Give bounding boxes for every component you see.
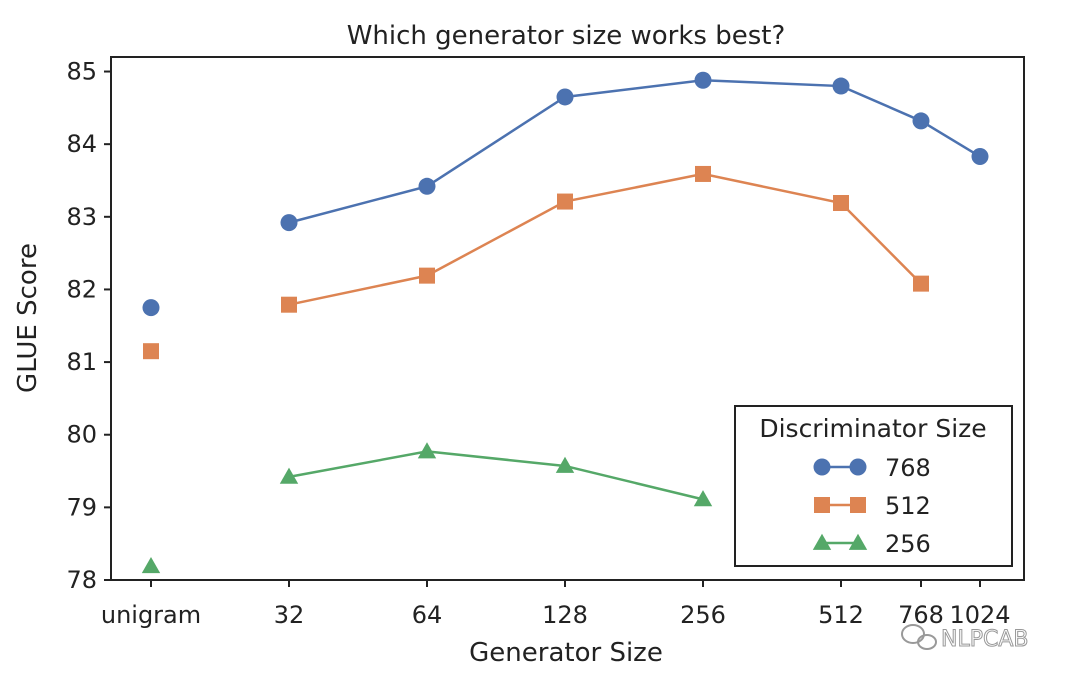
series-768 [142, 71, 989, 317]
data-point-256 [555, 456, 575, 473]
series-line-512 [288, 172, 922, 306]
y-tick-label: 79 [66, 493, 97, 521]
legend-title: Discriminator Size [759, 414, 986, 443]
x-tick-label: 1024 [949, 601, 1010, 629]
unigram-point-768 [142, 299, 160, 317]
y-tick-label: 78 [66, 566, 97, 594]
series-line-256 [288, 450, 704, 501]
chart-title: Which generator size works best? [347, 21, 786, 51]
y-axis-label: GLUE Score [13, 243, 43, 393]
x-tick-label: 512 [818, 601, 864, 629]
legend: Discriminator Size 768 512 256 [734, 405, 1013, 567]
data-point-768 [556, 88, 574, 106]
legend-box [734, 405, 1013, 567]
series-line-768 [288, 78, 981, 224]
y-tick-label: 80 [66, 421, 97, 449]
data-point-512 [419, 267, 435, 284]
data-point-256 [417, 442, 437, 459]
data-point-512 [557, 193, 573, 210]
x-tick-label: 128 [542, 601, 588, 629]
legend-marker [813, 458, 831, 476]
legend-marker [848, 533, 868, 550]
x-tick-label: unigram [101, 601, 201, 629]
data-point-768 [418, 177, 436, 195]
y-tick-label: 82 [66, 275, 97, 303]
watermark: NLPCAB [901, 624, 1029, 653]
watermark-text: NLPCAB [941, 627, 1028, 652]
data-point-768 [832, 77, 850, 95]
series-512 [143, 165, 929, 360]
unigram-point-512 [143, 343, 159, 360]
series-256 [141, 442, 713, 574]
legend-entry-512: 512 [814, 492, 931, 520]
data-point-512 [913, 275, 929, 292]
data-point-256 [279, 467, 299, 484]
y-tick-label: 85 [66, 58, 97, 86]
legend-marker [814, 497, 830, 513]
x-tick-label: 256 [680, 601, 726, 629]
x-axis-label: Generator Size [469, 638, 663, 668]
x-tick-label: 32 [274, 601, 305, 629]
data-point-512 [281, 296, 297, 313]
legend-label: 512 [885, 492, 931, 520]
y-tick-label: 81 [66, 348, 97, 376]
legend-marker [849, 458, 867, 476]
legend-entry-768: 768 [813, 454, 931, 482]
legend-label: 256 [885, 530, 931, 558]
legend-marker [812, 533, 832, 550]
unigram-point-256 [141, 556, 161, 574]
y-tick-label: 84 [66, 130, 97, 158]
x-tick-label: 768 [898, 601, 944, 629]
legend-label: 768 [885, 454, 931, 482]
legend-marker [850, 497, 866, 513]
y-tick-label: 83 [66, 203, 97, 231]
plot-frame [110, 56, 1025, 581]
data-point-768 [971, 148, 989, 166]
data-point-768 [912, 112, 930, 130]
data-point-256 [693, 490, 713, 507]
data-point-768 [694, 71, 712, 89]
wechat-icon [901, 624, 937, 650]
x-tick-label: 64 [412, 601, 443, 629]
data-point-768 [280, 214, 298, 232]
legend-entry-256: 256 [812, 530, 931, 558]
data-point-512 [833, 195, 849, 212]
data-point-512 [695, 165, 711, 182]
